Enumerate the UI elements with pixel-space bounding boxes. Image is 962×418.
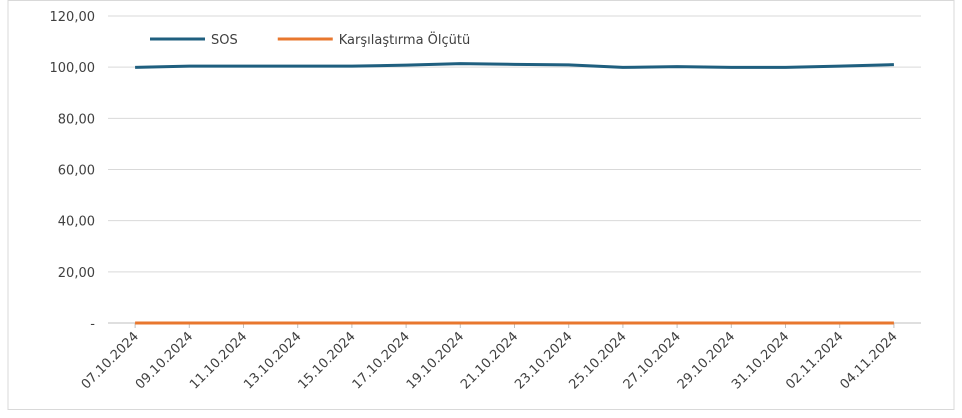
y-tick-label: 80,00	[58, 112, 95, 127]
y-tick-label: 120,00	[50, 10, 96, 25]
y-tick-label: 60,00	[58, 164, 95, 179]
y-tick-label: 100,00	[50, 61, 96, 76]
chart-border	[7, 0, 955, 410]
series-line	[135, 62, 894, 69]
y-tick-label: 20,00	[58, 266, 95, 281]
legend-label: Karşılaştırma Ölçütü	[339, 31, 471, 48]
y-tick-label: -	[90, 317, 95, 332]
legend-label: SOS	[211, 33, 238, 48]
y-tick-label: 40,00	[58, 215, 95, 230]
